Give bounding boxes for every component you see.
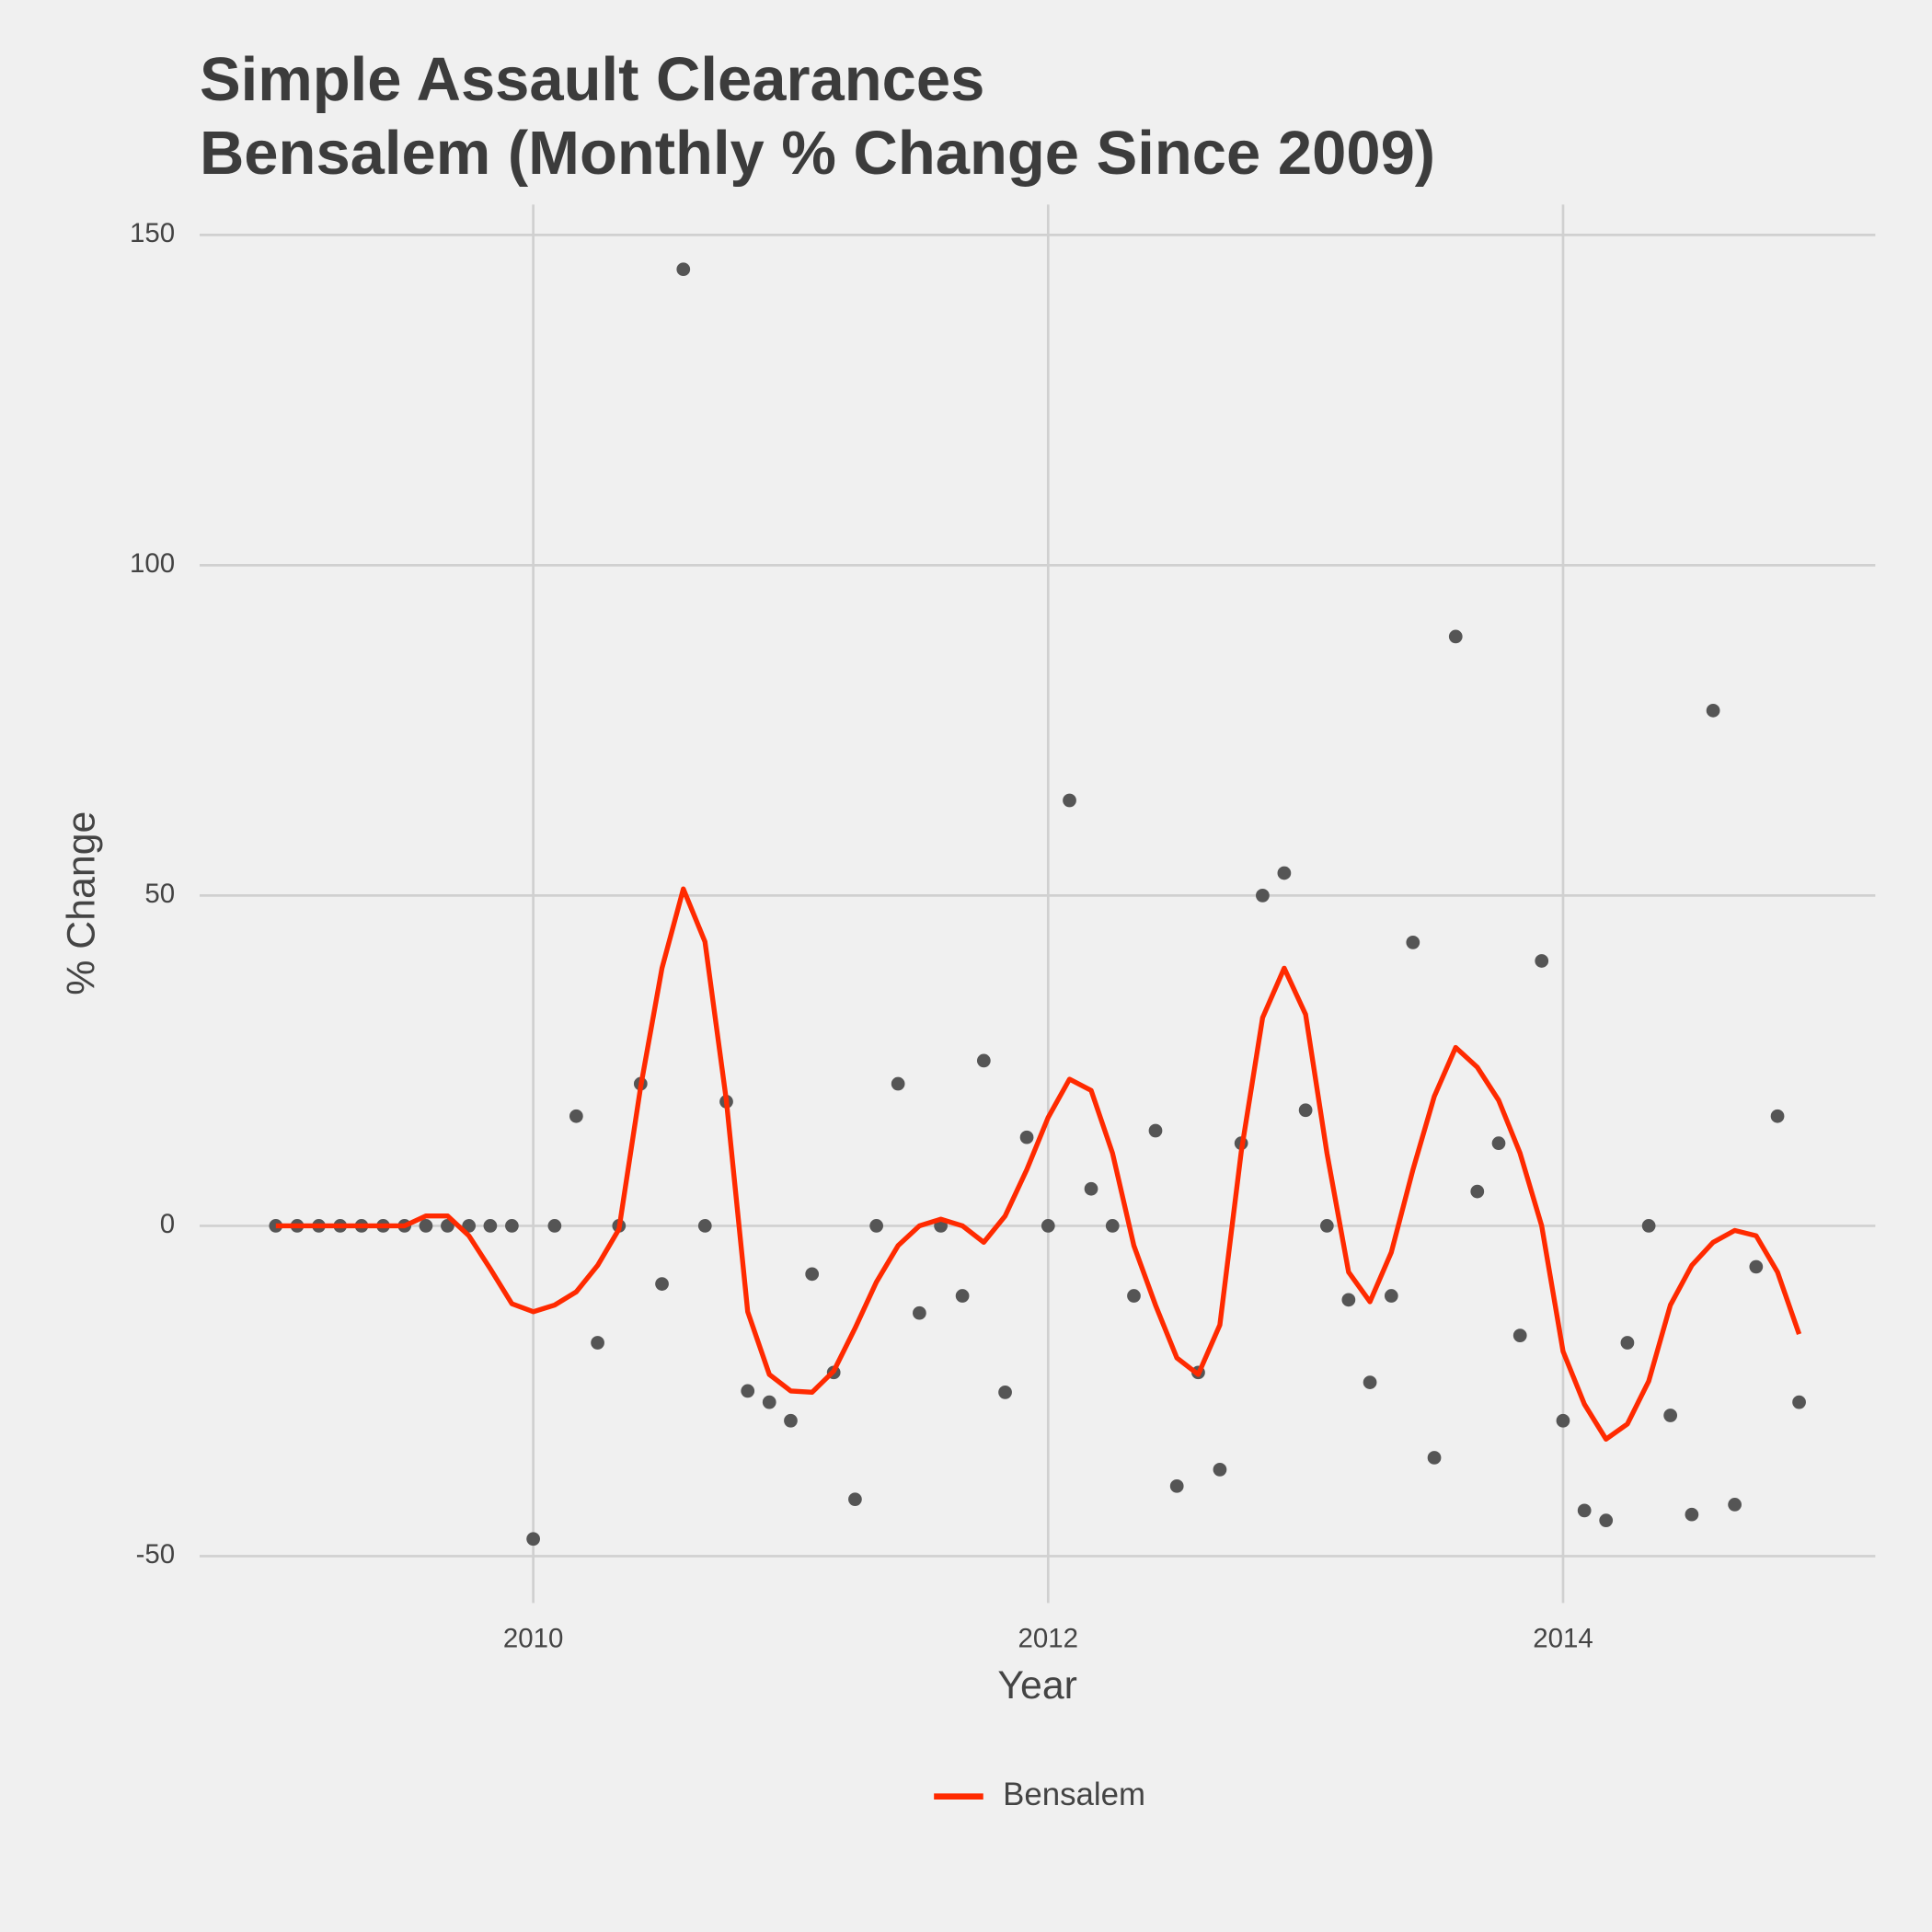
data-point [1213, 1463, 1227, 1477]
data-point [1277, 866, 1292, 880]
data-point [483, 1219, 498, 1233]
data-point [848, 1492, 862, 1507]
data-point [1298, 1103, 1313, 1118]
chart-title: Simple Assault Clearances [200, 45, 984, 114]
y-tick-label: 150 [130, 218, 175, 248]
data-point [1749, 1259, 1764, 1274]
data-point [697, 1219, 712, 1233]
data-point [1512, 1328, 1527, 1342]
data-point [1019, 1130, 1034, 1144]
x-tick-label: 2014 [1533, 1623, 1593, 1653]
data-point [1577, 1503, 1592, 1518]
data-point [1535, 954, 1549, 968]
data-point [891, 1076, 905, 1091]
data-point [1319, 1219, 1334, 1233]
data-point [441, 1219, 454, 1233]
data-point [1341, 1293, 1356, 1307]
data-point [1427, 1451, 1442, 1465]
data-point [676, 262, 691, 277]
data-point [1363, 1375, 1377, 1389]
data-point [1127, 1289, 1141, 1303]
y-tick-label: -50 [136, 1539, 176, 1570]
y-tick-label: 50 [144, 879, 175, 909]
x-axis-label: Year [997, 1663, 1077, 1708]
data-point [913, 1305, 926, 1320]
data-point [1105, 1219, 1120, 1233]
data-point [1084, 1181, 1098, 1196]
data-point [1491, 1136, 1506, 1151]
data-point [1448, 629, 1463, 644]
data-point [1685, 1507, 1699, 1522]
data-point [762, 1395, 776, 1409]
y-tick-label: 100 [130, 548, 175, 579]
data-point [1620, 1336, 1635, 1350]
data-point [1792, 1395, 1806, 1409]
y-axis-label: % Change [59, 811, 103, 995]
data-point [1470, 1184, 1485, 1199]
x-tick-label: 2012 [1018, 1623, 1079, 1653]
data-point [655, 1277, 669, 1291]
data-point [1063, 793, 1076, 808]
data-point [462, 1219, 477, 1233]
data-point [1663, 1409, 1678, 1422]
series-line [275, 886, 1802, 1443]
data-point [869, 1219, 884, 1233]
data-point [591, 1336, 604, 1350]
data-point [505, 1219, 519, 1233]
data-point [998, 1385, 1012, 1399]
data-point [1770, 1109, 1785, 1123]
data-point [1406, 936, 1420, 949]
data-point [1041, 1219, 1055, 1233]
data-point [1641, 1219, 1656, 1233]
data-point [784, 1413, 798, 1428]
data-point [1256, 889, 1270, 903]
data-point [1728, 1498, 1742, 1512]
data-point [419, 1219, 433, 1233]
data-point [1148, 1123, 1163, 1138]
chart-subtitle: Bensalem (Monthly % Change Since 2009) [200, 119, 1435, 188]
data-point [1706, 703, 1720, 718]
data-point [741, 1384, 755, 1398]
data-point [805, 1267, 820, 1282]
data-point [1599, 1513, 1614, 1528]
data-point [547, 1219, 562, 1233]
data-point [1169, 1478, 1184, 1493]
data-point [955, 1289, 970, 1303]
y-tick-label: 0 [160, 1209, 175, 1239]
data-point [569, 1109, 583, 1123]
legend-label: Bensalem [1003, 1777, 1145, 1812]
data-point [1384, 1289, 1398, 1303]
data-point [1556, 1413, 1570, 1428]
x-tick-label: 2010 [503, 1623, 564, 1653]
data-point [976, 1053, 991, 1068]
data-point [526, 1532, 540, 1547]
